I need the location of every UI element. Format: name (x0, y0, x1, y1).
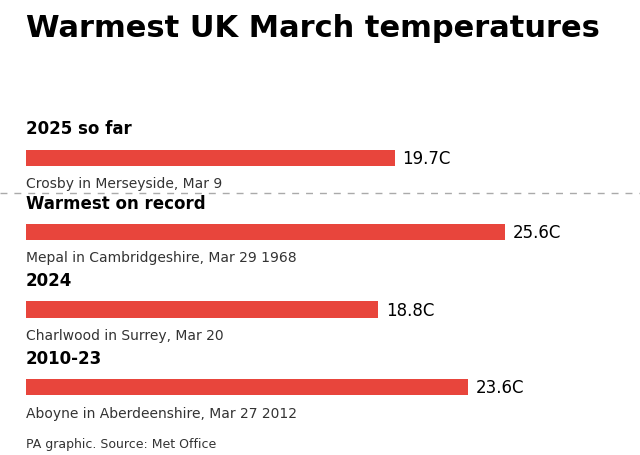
Text: PA graphic. Source: Met Office: PA graphic. Source: Met Office (26, 437, 216, 450)
Text: 23.6C: 23.6C (476, 378, 524, 396)
Text: Warmest UK March temperatures: Warmest UK March temperatures (26, 14, 600, 43)
Text: Mepal in Cambridgeshire, Mar 29 1968: Mepal in Cambridgeshire, Mar 29 1968 (26, 251, 296, 265)
Bar (26, 224, 506, 241)
Bar (26, 379, 468, 395)
Bar (26, 150, 395, 167)
Text: 18.8C: 18.8C (386, 301, 434, 319)
Text: 2024: 2024 (26, 272, 72, 290)
Text: 2010-23: 2010-23 (26, 349, 102, 367)
Text: Charlwood in Surrey, Mar 20: Charlwood in Surrey, Mar 20 (26, 329, 223, 342)
Text: 19.7C: 19.7C (403, 149, 451, 167)
Text: 25.6C: 25.6C (513, 223, 561, 242)
Text: 2025 so far: 2025 so far (26, 120, 131, 138)
Bar (26, 302, 378, 318)
Text: Warmest on record: Warmest on record (26, 194, 205, 212)
Text: Aboyne in Aberdeenshire, Mar 27 2012: Aboyne in Aberdeenshire, Mar 27 2012 (26, 406, 296, 420)
Text: Crosby in Merseyside, Mar 9: Crosby in Merseyside, Mar 9 (26, 177, 222, 191)
